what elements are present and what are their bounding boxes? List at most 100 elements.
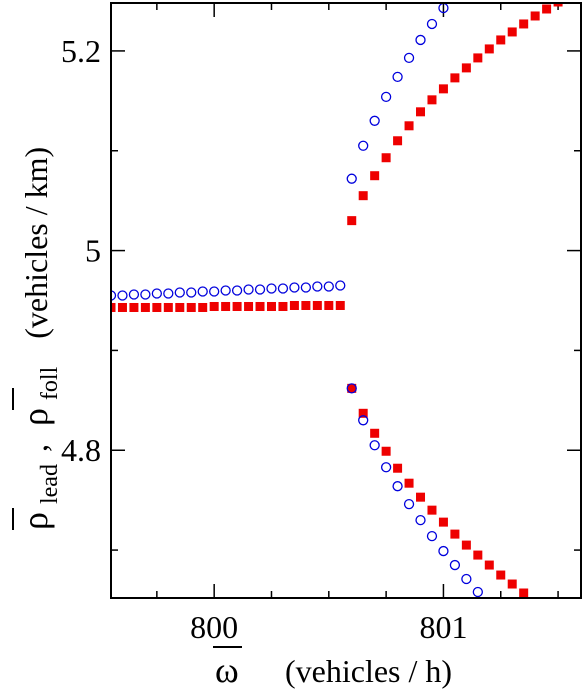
data-point-square	[393, 463, 403, 473]
data-point-circle	[186, 287, 197, 298]
data-point-square	[244, 301, 254, 311]
data-point-circle	[197, 286, 208, 297]
data-point-square	[312, 300, 322, 310]
data-point-square	[163, 302, 173, 312]
y-axis-sub-foll: foll	[37, 366, 63, 400]
data-point-square	[347, 216, 357, 226]
data-point-circle	[151, 288, 163, 299]
data-point-square	[461, 63, 471, 73]
data-point-square	[232, 301, 242, 311]
data-point-square	[381, 446, 391, 456]
data-point-circle	[461, 573, 472, 585]
y-axis-separator: ,	[18, 444, 54, 452]
y-tick-label: 4.8	[61, 432, 101, 468]
data-point-square	[324, 300, 334, 310]
svg-text:ρ lead , ρ: ρ lead , ρ foll (vehicles / km)	[15, 147, 64, 530]
y-axis-sub-lead: lead	[37, 464, 63, 504]
data-point-square	[438, 84, 448, 94]
data-point-circle	[369, 115, 380, 126]
y-tick-label: 5	[85, 233, 101, 269]
data-point-circle	[243, 284, 254, 295]
data-point-square	[186, 302, 196, 312]
data-point-square	[416, 492, 426, 502]
data-point-square	[404, 478, 414, 488]
data-point-square	[370, 171, 380, 181]
data-point-circle	[380, 462, 392, 473]
data-point-square	[347, 383, 357, 393]
data-point-square	[427, 95, 437, 105]
x-tick-label: 800	[190, 609, 238, 645]
data-point-square	[370, 428, 380, 438]
x-axis-label: ω (vehicles / h)	[213, 646, 452, 690]
data-point-square	[335, 300, 345, 310]
data-point-square	[438, 517, 448, 527]
data-point-square	[358, 408, 368, 418]
data-point-square	[542, 4, 552, 14]
data-point-square	[301, 300, 311, 310]
data-point-circle	[111, 290, 117, 301]
data-point-square	[484, 44, 494, 54]
data-point-circle	[449, 559, 461, 571]
data-point-circle	[266, 283, 277, 294]
axis-ticks	[111, 3, 581, 598]
data-point-circle	[117, 290, 128, 301]
x-axis-symbol: ω	[215, 650, 239, 690]
data-point-square	[450, 529, 460, 539]
y-axis-symbol-foll: ρ	[15, 408, 55, 426]
data-point-circle	[312, 281, 323, 292]
data-point-square	[553, 3, 563, 7]
data-point-circle	[403, 52, 415, 64]
data-point-circle	[403, 499, 415, 510]
data-point-circle	[392, 481, 403, 492]
data-point-circle	[209, 286, 220, 297]
data-point-square	[461, 540, 471, 550]
data-point-square	[358, 191, 368, 201]
data-point-square	[152, 302, 162, 312]
data-point-square	[496, 570, 506, 580]
data-point-square	[289, 300, 299, 310]
data-point-square	[530, 11, 540, 21]
data-point-circle	[392, 71, 403, 83]
y-axis-label: ρ lead , ρ foll (vehicles / km)	[12, 147, 64, 530]
data-point-square	[221, 301, 231, 311]
data-point-circle	[380, 91, 392, 102]
data-point-square	[111, 302, 116, 312]
data-point-circle	[231, 285, 243, 296]
data-point-square	[473, 550, 483, 560]
data-point-circle	[358, 415, 369, 426]
data-point-circle	[323, 281, 334, 292]
data-point-square	[175, 302, 185, 312]
data-point-square	[209, 301, 219, 311]
data-point-circle	[163, 288, 174, 299]
data-point-square	[140, 302, 150, 312]
data-point-square	[496, 35, 506, 45]
x-tick-label: 801	[419, 609, 467, 645]
data-point-circle	[472, 586, 483, 598]
data-point-circle	[358, 140, 369, 151]
data-point-square	[507, 27, 517, 37]
data-point-circle	[426, 18, 438, 30]
data-point-circle	[415, 34, 426, 46]
data-point-square	[117, 302, 127, 312]
data-point-circle	[300, 282, 312, 293]
data-point-circle	[346, 173, 357, 184]
data-point-circle	[254, 284, 266, 295]
data-point-square	[129, 302, 139, 312]
data-point-circle	[415, 514, 426, 526]
y-tick-label: 5.2	[61, 33, 101, 69]
data-point-circle	[346, 383, 357, 394]
data-point-square	[404, 121, 414, 131]
data-point-circle	[369, 440, 380, 451]
tick-labels: 4.8 5 5.2 800 801	[61, 33, 467, 645]
data-point-square	[416, 107, 426, 117]
y-axis-symbol-lead: ρ	[15, 512, 55, 530]
plot-frame	[110, 2, 582, 599]
data-point-square	[473, 53, 483, 63]
data-points	[111, 3, 563, 598]
y-axis-units: (vehicles / km)	[18, 147, 54, 339]
data-point-circle	[335, 280, 346, 291]
data-point-square	[198, 302, 208, 312]
data-point-square	[393, 136, 403, 146]
data-point-circle	[289, 282, 300, 293]
